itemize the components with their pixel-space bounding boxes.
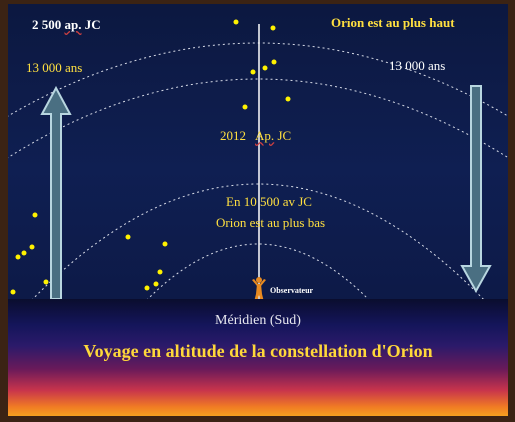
- altitude-arc-low: [142, 243, 374, 304]
- star-icon: [270, 25, 276, 31]
- label-2012-jc: JC: [277, 128, 292, 143]
- label-top-right: Orion est au plus haut: [331, 15, 455, 30]
- orion-stars: [10, 19, 291, 295]
- observer-icon: [252, 277, 266, 302]
- label-top-left-jc: JC: [84, 17, 101, 32]
- star-icon: [29, 244, 35, 250]
- star-icon: [271, 59, 277, 65]
- sky-diagram: [8, 19, 508, 304]
- bottom-banner: Méridien (Sud) Voyage en altitude de la …: [8, 299, 508, 416]
- star-icon: [262, 65, 268, 71]
- star-icon: [125, 234, 131, 240]
- star-icon: [43, 279, 49, 285]
- label-2012-year: 2012: [220, 128, 246, 143]
- up-arrow-icon: [40, 85, 72, 300]
- star-icon: [233, 19, 239, 25]
- star-icon: [144, 285, 150, 291]
- star-icon: [15, 254, 21, 260]
- label-low-line1: En 10 500 av JC: [226, 194, 312, 209]
- label-low-line2: Orion est au plus bas: [216, 215, 326, 230]
- label-2012: 2012 Ap. JC: [220, 128, 291, 144]
- label-top-left-year: 2 500: [32, 17, 62, 32]
- star-icon: [162, 241, 168, 247]
- label-right-years: 13 000 ans: [389, 58, 446, 73]
- star-icon: [21, 250, 27, 256]
- star-icon: [32, 212, 38, 218]
- label-2012-abbr: Ap.: [255, 128, 275, 143]
- star-icon: [250, 69, 256, 75]
- altitude-arc-middle: [8, 78, 508, 159]
- label-top-left: 2 500 ap. JC: [32, 17, 101, 33]
- bottom-title: Voyage en altitude de la constellation d…: [83, 341, 433, 361]
- star-icon: [285, 96, 291, 102]
- altitude-arc-inner: [27, 183, 489, 304]
- meridien-label: Méridien (Sud): [215, 313, 301, 328]
- label-top-left-abbr: ap.: [64, 17, 82, 32]
- down-arrow-icon: [460, 85, 492, 294]
- star-icon: [10, 289, 16, 295]
- altitude-arc-outer: [8, 42, 508, 117]
- label-observer: Observateur: [270, 286, 314, 295]
- sky-panel: 2 500 ap. JC Orion est au plus haut 13 0…: [8, 4, 508, 416]
- star-icon: [157, 269, 163, 275]
- label-left-years: 13 000 ans: [26, 60, 83, 75]
- star-icon: [153, 281, 159, 287]
- star-icon: [242, 104, 248, 110]
